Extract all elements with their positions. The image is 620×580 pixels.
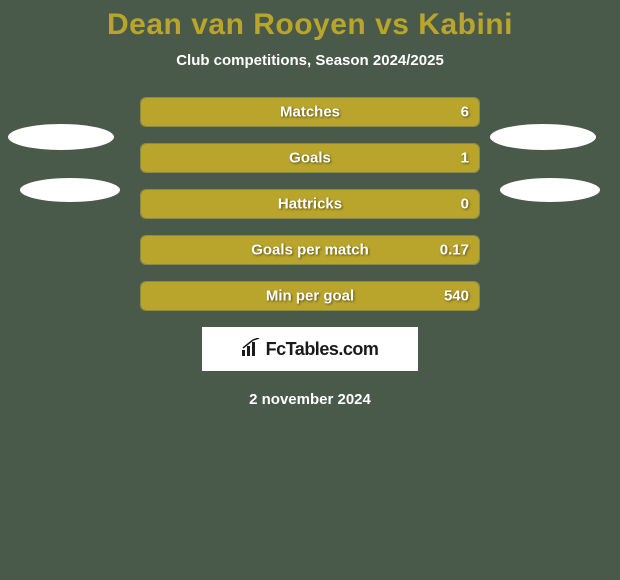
comparison-card: Dean van Rooyen vs Kabini Club competiti…: [0, 0, 620, 408]
stat-row: Goals per match 0.17: [140, 235, 480, 265]
stat-row: Matches 6: [140, 97, 480, 127]
brand-badge[interactable]: FcTables.com: [202, 327, 418, 371]
stat-label: Goals per match: [251, 242, 369, 259]
stat-value: 0.17: [440, 242, 469, 259]
stat-value: 1: [461, 150, 469, 167]
player-avatar-placeholder: [8, 124, 114, 150]
stats-list: Matches 6 Goals 1 Hattricks 0 Goals per match 0…: [140, 97, 480, 311]
stat-label: Hattricks: [278, 196, 342, 213]
stat-row: Goals 1: [140, 143, 480, 173]
chart-icon: [242, 338, 262, 361]
stat-value: 540: [444, 288, 469, 305]
page-title: Dean van Rooyen vs Kabini: [0, 8, 620, 42]
stat-label: Min per goal: [266, 288, 354, 305]
stat-value: 0: [461, 196, 469, 213]
page-subtitle: Club competitions, Season 2024/2025: [0, 52, 620, 69]
stat-row: Min per goal 540: [140, 281, 480, 311]
stat-label: Matches: [280, 104, 340, 121]
player-avatar-placeholder: [20, 178, 120, 202]
player-avatar-placeholder: [490, 124, 596, 150]
date-label: 2 november 2024: [0, 391, 620, 408]
stat-row: Hattricks 0: [140, 189, 480, 219]
stat-label: Goals: [289, 150, 331, 167]
stat-value: 6: [461, 104, 469, 121]
brand-text: FcTables.com: [266, 339, 379, 360]
player-avatar-placeholder: [500, 178, 600, 202]
